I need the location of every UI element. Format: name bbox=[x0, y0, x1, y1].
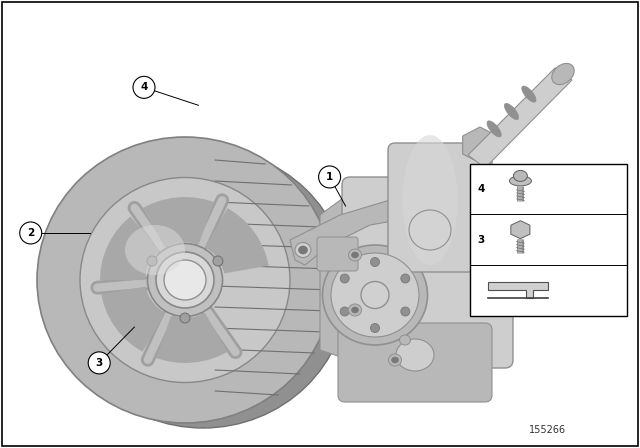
Ellipse shape bbox=[401, 307, 410, 316]
Text: 4: 4 bbox=[140, 82, 148, 92]
Polygon shape bbox=[290, 195, 440, 265]
FancyBboxPatch shape bbox=[317, 237, 358, 271]
Ellipse shape bbox=[509, 230, 531, 250]
Ellipse shape bbox=[213, 256, 223, 266]
Ellipse shape bbox=[522, 86, 536, 102]
Ellipse shape bbox=[392, 357, 399, 363]
Polygon shape bbox=[488, 282, 548, 298]
FancyBboxPatch shape bbox=[388, 143, 492, 272]
Ellipse shape bbox=[351, 252, 358, 258]
Ellipse shape bbox=[509, 176, 531, 186]
Ellipse shape bbox=[371, 323, 380, 332]
Ellipse shape bbox=[487, 121, 501, 137]
Polygon shape bbox=[463, 127, 497, 163]
Ellipse shape bbox=[552, 64, 574, 85]
Ellipse shape bbox=[504, 103, 518, 120]
Ellipse shape bbox=[80, 177, 290, 383]
Ellipse shape bbox=[401, 274, 410, 283]
Polygon shape bbox=[320, 193, 350, 360]
Ellipse shape bbox=[399, 335, 410, 345]
Ellipse shape bbox=[371, 258, 380, 267]
Ellipse shape bbox=[340, 307, 349, 316]
Ellipse shape bbox=[349, 249, 362, 261]
Polygon shape bbox=[143, 197, 214, 247]
Ellipse shape bbox=[396, 339, 434, 371]
Polygon shape bbox=[511, 221, 530, 239]
Ellipse shape bbox=[295, 242, 311, 258]
Bar bbox=[470, 164, 627, 316]
Ellipse shape bbox=[361, 281, 389, 309]
Polygon shape bbox=[205, 208, 269, 273]
Ellipse shape bbox=[351, 307, 358, 313]
Text: 3: 3 bbox=[95, 358, 103, 368]
Polygon shape bbox=[100, 216, 159, 280]
Ellipse shape bbox=[298, 246, 307, 254]
Ellipse shape bbox=[403, 135, 458, 265]
Ellipse shape bbox=[323, 245, 428, 345]
Polygon shape bbox=[475, 205, 560, 285]
Text: 2: 2 bbox=[27, 228, 35, 238]
Ellipse shape bbox=[349, 304, 362, 316]
Ellipse shape bbox=[37, 137, 333, 423]
FancyBboxPatch shape bbox=[342, 177, 513, 368]
Text: 155266: 155266 bbox=[529, 425, 566, 435]
Ellipse shape bbox=[125, 225, 185, 275]
Ellipse shape bbox=[147, 256, 157, 266]
Ellipse shape bbox=[513, 234, 527, 246]
Ellipse shape bbox=[58, 148, 348, 428]
Ellipse shape bbox=[340, 274, 349, 283]
Circle shape bbox=[319, 166, 340, 188]
Text: 3: 3 bbox=[477, 235, 484, 245]
Ellipse shape bbox=[164, 260, 206, 300]
Text: 4: 4 bbox=[477, 184, 484, 194]
Ellipse shape bbox=[388, 354, 401, 366]
Polygon shape bbox=[481, 240, 519, 280]
Polygon shape bbox=[468, 68, 572, 168]
Text: 1: 1 bbox=[326, 172, 333, 182]
Circle shape bbox=[88, 352, 110, 374]
Circle shape bbox=[133, 76, 155, 99]
Ellipse shape bbox=[513, 170, 527, 181]
Polygon shape bbox=[156, 313, 227, 363]
Circle shape bbox=[20, 222, 42, 244]
FancyBboxPatch shape bbox=[338, 323, 492, 402]
Ellipse shape bbox=[147, 244, 223, 316]
Ellipse shape bbox=[156, 252, 214, 308]
Polygon shape bbox=[101, 287, 165, 352]
Ellipse shape bbox=[331, 253, 419, 337]
Ellipse shape bbox=[180, 313, 190, 323]
